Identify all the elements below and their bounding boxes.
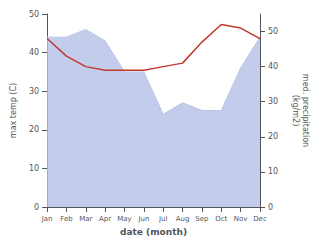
svg-text:0: 0 — [268, 203, 273, 212]
svg-text:Oct: Oct — [215, 215, 227, 223]
svg-text:30: 30 — [29, 87, 39, 96]
svg-text:10: 10 — [268, 167, 278, 176]
svg-text:Apr: Apr — [99, 215, 111, 223]
svg-text:Sep: Sep — [195, 215, 209, 223]
svg-text:Jul: Jul — [158, 215, 168, 223]
svg-text:40: 40 — [29, 48, 39, 57]
svg-text:Jan: Jan — [41, 215, 53, 223]
svg-text:20: 20 — [268, 132, 278, 141]
svg-text:Dec: Dec — [253, 215, 267, 223]
svg-text:max temp (C): max temp (C) — [9, 83, 18, 138]
svg-text:30: 30 — [268, 97, 278, 106]
svg-text:50: 50 — [29, 10, 39, 19]
svg-text:40: 40 — [268, 62, 278, 71]
svg-text:20: 20 — [29, 125, 39, 134]
svg-text:50: 50 — [268, 27, 278, 36]
svg-text:10: 10 — [29, 164, 39, 173]
svg-text:Aug: Aug — [176, 215, 190, 223]
svg-text:0: 0 — [34, 203, 39, 212]
svg-text:May: May — [117, 215, 131, 223]
svg-text:Nov: Nov — [234, 215, 248, 223]
svg-text:Jun: Jun — [137, 215, 149, 223]
svg-text:Mar: Mar — [79, 215, 92, 223]
svg-text:(kg/m2): (kg/m2) — [291, 95, 300, 127]
svg-text:date (month): date (month) — [120, 227, 187, 237]
svg-text:Feb: Feb — [60, 215, 73, 223]
svg-text:med. precipitation: med. precipitation — [301, 74, 310, 147]
